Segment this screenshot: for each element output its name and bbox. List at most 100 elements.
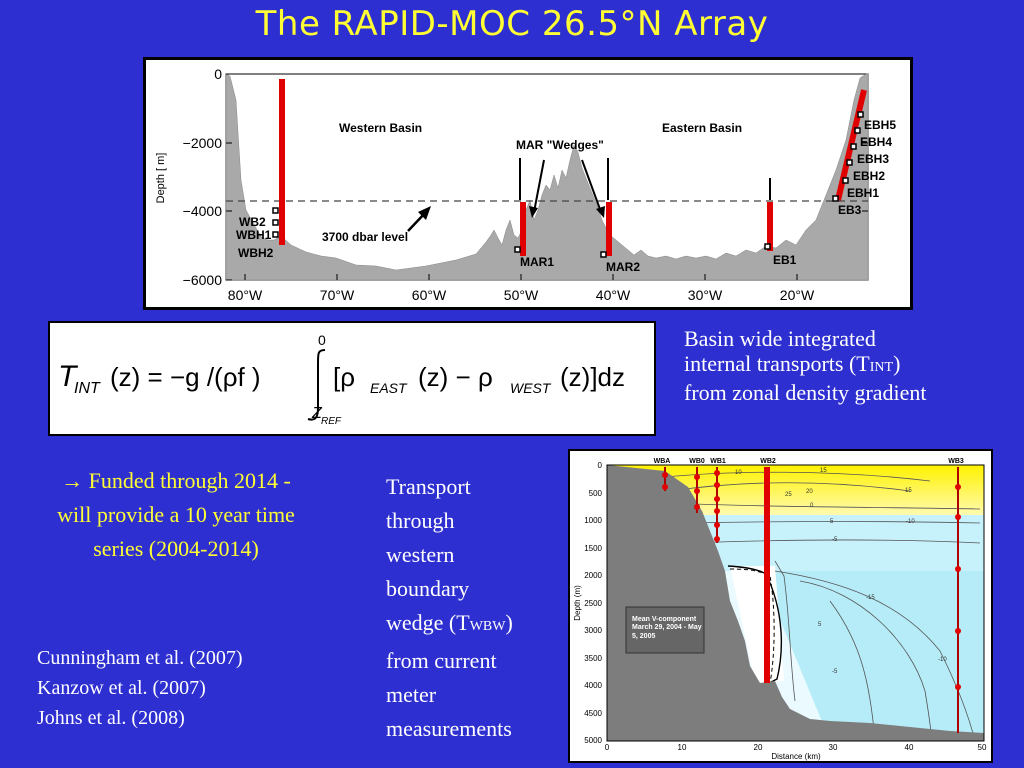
svg-text:0: 0 (605, 743, 610, 752)
basin-wide-text: Basin wide integrated internal transport… (684, 326, 927, 405)
svg-text:EB3: EB3 (838, 203, 862, 217)
svg-text:3500: 3500 (584, 654, 602, 663)
svg-text:-15: -15 (866, 595, 875, 601)
wbw-plot-panel: WBA WB0 WB1 WB2 WB3 15 20 25 10 5 0 -5 -… (568, 449, 993, 763)
svg-text:5000: 5000 (584, 736, 602, 745)
wbw-plot: WBA WB0 WB1 WB2 WB3 15 20 25 10 5 0 -5 -… (573, 458, 987, 761)
svg-text:15: 15 (905, 488, 912, 494)
svg-text:WB1: WB1 (710, 458, 726, 465)
reference-1: Cunningham et al. (2007) (37, 647, 243, 669)
mar1-label: MAR1 (520, 255, 554, 269)
svg-text:WBH1: WBH1 (236, 228, 272, 242)
svg-text:WB0: WB0 (689, 458, 705, 465)
svg-text:WB2: WB2 (239, 215, 266, 229)
mar1-mooring-line (520, 202, 526, 256)
svg-text:0: 0 (318, 332, 326, 348)
reference-3: Johns et al. (2008) (37, 707, 185, 729)
svg-text:1500: 1500 (584, 544, 602, 553)
mar-wedges-label: MAR "Wedges" (516, 138, 604, 152)
east-mooring-labels: EBH5 EBH4 EBH3 EBH2 EBH1 EB3 (838, 118, 896, 217)
svg-text:REF: REF (321, 416, 342, 427)
svg-text:25: 25 (785, 492, 792, 498)
svg-text:20: 20 (806, 489, 813, 495)
svg-text:0: 0 (214, 66, 222, 82)
svg-text:30°W: 30°W (688, 287, 723, 303)
svg-text:-5: -5 (832, 669, 838, 675)
svg-text:20°W: 20°W (780, 287, 815, 303)
west-mooring-labels: WB2 WBH1 WBH2 (236, 215, 274, 260)
svg-text:60°W: 60°W (412, 287, 447, 303)
section-y-label: Depth [ m] (155, 153, 167, 204)
svg-text:50°W: 50°W (504, 287, 539, 303)
wbw-y-ticks: 0 500 1000 1500 2000 2500 3000 3500 4000… (584, 461, 602, 745)
section-y-ticks: 0 −2000 −4000 −6000 (183, 66, 223, 288)
svg-text:-10: -10 (938, 657, 947, 663)
svg-text:1000: 1000 (584, 516, 602, 525)
svg-text:−2000: −2000 (183, 135, 223, 151)
svg-text:10: 10 (735, 470, 742, 476)
svg-text:−6000: −6000 (183, 272, 223, 288)
svg-text:EAST: EAST (370, 380, 408, 396)
svg-text:5: 5 (818, 622, 822, 628)
svg-text:-10: -10 (906, 519, 915, 525)
svg-text:4000: 4000 (584, 681, 602, 690)
svg-text:2000: 2000 (584, 571, 602, 580)
equation-box: T INT (z) = −g /(ρf ) 0 Z REF [ρ EAST (z… (48, 321, 656, 436)
wbw-y-label: Depth (m) (573, 585, 582, 621)
svg-text:INT: INT (74, 380, 101, 397)
slide-title: The RAPID-MOC 26.5°N Array (255, 4, 769, 44)
wb-mooring-line (279, 79, 285, 245)
svg-text:40°W: 40°W (596, 287, 631, 303)
reference-2: Kanzow et al. (2007) (37, 677, 206, 699)
svg-text:80°W: 80°W (228, 287, 263, 303)
section-plot-panel: 0 −2000 −4000 −6000 Depth [ m] 80°W 70°W… (143, 57, 913, 310)
svg-text:40: 40 (905, 743, 914, 752)
wbw-legend-box: Mean V-component March 29, 2004 - May 5,… (625, 606, 705, 654)
transport-text: Transport through western boundary wedge… (386, 474, 513, 741)
western-basin-label: Western Basin (339, 121, 422, 135)
svg-text:WB2: WB2 (760, 458, 776, 465)
section-plot: 0 −2000 −4000 −6000 Depth [ m] 80°W 70°W… (155, 66, 896, 303)
svg-text:5: 5 (830, 519, 834, 525)
svg-text:15: 15 (820, 468, 827, 474)
svg-text:0: 0 (810, 503, 814, 509)
svg-text:WBA: WBA (654, 458, 671, 465)
mar2-label: MAR2 (606, 260, 640, 274)
svg-text:WBH2: WBH2 (238, 246, 274, 260)
svg-text:0: 0 (598, 461, 603, 470)
svg-text:50: 50 (978, 743, 987, 752)
slope-fill (607, 465, 984, 741)
references: Cunningham et al. (2007) Kanzow et al. (… (37, 643, 337, 733)
svg-text:−4000: −4000 (183, 203, 223, 219)
wb2-mooring-line (764, 467, 770, 683)
svg-text:(z)]dz: (z)]dz (560, 362, 625, 392)
svg-text:EBH1: EBH1 (847, 186, 879, 200)
funded-text: → Funded through 2014 - will provide a 1… (57, 468, 295, 561)
wbw-x-ticks: 0 10 20 30 40 50 (605, 743, 987, 752)
svg-text:WB3: WB3 (948, 458, 964, 465)
svg-text:3000: 3000 (584, 626, 602, 635)
svg-text:20: 20 (754, 743, 763, 752)
svg-text:EBH2: EBH2 (853, 169, 885, 183)
svg-text:10: 10 (678, 743, 687, 752)
svg-text:-5: -5 (832, 537, 838, 543)
svg-text:WEST: WEST (510, 380, 552, 396)
mar2-mooring-line (606, 202, 612, 256)
eb1-label: EB1 (773, 253, 797, 267)
svg-text:30: 30 (829, 743, 838, 752)
wbw-x-label: Distance (km) (771, 752, 821, 761)
svg-text:T: T (58, 360, 79, 393)
svg-text:70°W: 70°W (320, 287, 355, 303)
svg-text:500: 500 (589, 489, 603, 498)
svg-text:(z) = −g /(ρf ): (z) = −g /(ρf ) (110, 362, 261, 392)
svg-text:[ρ: [ρ (333, 362, 355, 392)
wbw-mooring-labels: WBA WB0 WB1 WB2 WB3 (654, 458, 964, 465)
wbw-contour-labels: 15 20 25 10 5 0 -5 -10 -15 5 15 -5 -10 (735, 468, 947, 675)
svg-text:4500: 4500 (584, 709, 602, 718)
level-label: 3700 dbar level (322, 230, 408, 244)
eastern-basin-label: Eastern Basin (662, 121, 742, 135)
svg-text:(z) − ρ: (z) − ρ (418, 362, 493, 392)
svg-text:Mean V-component: Mean V-component (632, 616, 697, 623)
eb1-mooring-line (767, 202, 773, 251)
equation-formula: T INT (z) = −g /(ρf ) 0 Z REF [ρ EAST (z… (58, 332, 625, 427)
